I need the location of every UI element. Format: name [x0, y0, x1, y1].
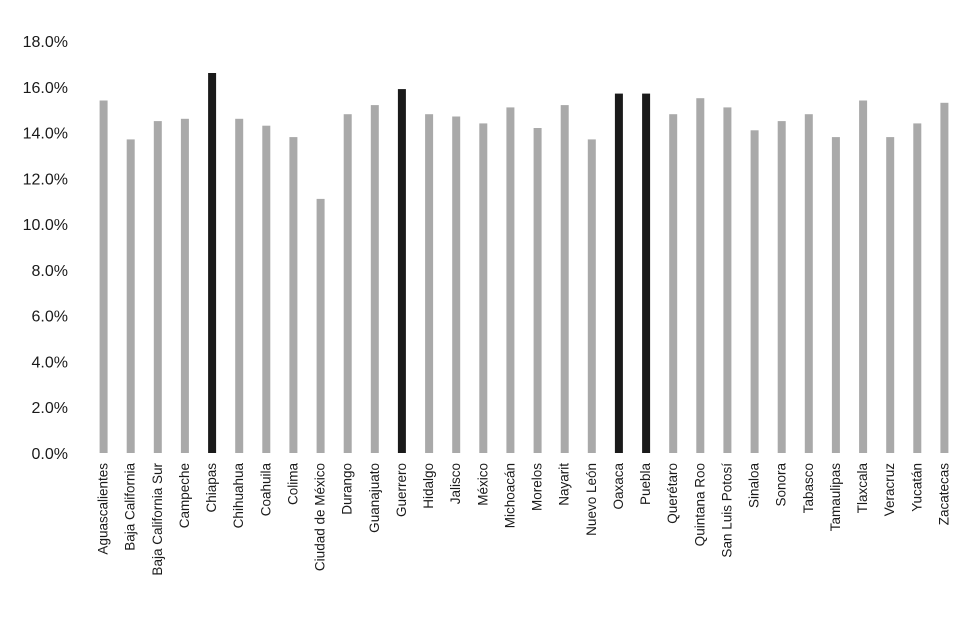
x-tick-label: Morelos [530, 463, 545, 511]
y-tick-label: 2.0% [32, 400, 68, 417]
x-tick-label: Chihuahua [231, 463, 246, 529]
bar-quintana-roo [696, 98, 705, 453]
bar-baja-california [126, 139, 135, 453]
x-tick-label: Yucatán [909, 463, 924, 512]
x-tick-label: Michoacán [502, 463, 517, 528]
x-tick-label: Tlaxcala [855, 463, 870, 514]
y-tick-label: 6.0% [32, 309, 68, 326]
bar-tlaxcala [859, 100, 868, 453]
x-tick-label: Sinaloa [747, 463, 762, 509]
x-tick-label: Guerrero [394, 463, 409, 517]
x-axis: Aguascalientes Baja California Baja Califo… [96, 463, 952, 576]
x-tick-label: Sonora [774, 463, 789, 507]
x-tick-label: Ciudad de México [313, 463, 328, 571]
x-tick-label: Durango [340, 463, 355, 515]
x-tick-label: Zacatecas [936, 463, 951, 526]
bar-tamaulipas [831, 137, 840, 453]
bar-zacatecas [940, 102, 949, 454]
x-tick-label: Nayarit [557, 463, 572, 506]
x-tick-label: Chiapas [204, 463, 219, 513]
bar-san-luis-potosí [723, 107, 732, 454]
x-tick-label: Tabasco [801, 463, 816, 513]
y-axis: 0.0% 2.0% 4.0% 6.0% 8.0% 10.0% 12.0% 14.0% 16.0%… [23, 34, 68, 463]
x-tick-label: Veracruz [882, 463, 897, 517]
y-tick-label: 0.0% [32, 446, 68, 463]
bar-oaxaca [614, 93, 623, 453]
bar-colima [289, 137, 298, 453]
x-tick-label: Colima [285, 463, 300, 506]
bar-morelos [533, 128, 542, 453]
bar-veracruz [886, 137, 895, 453]
bar-querétaro [669, 114, 678, 453]
y-tick-label: 14.0% [23, 126, 68, 143]
x-tick-label: Aguascalientes [96, 463, 111, 555]
bar-ciudad-de-méxico [316, 198, 325, 453]
x-tick-label: Querétaro [665, 463, 680, 524]
y-tick-label: 18.0% [23, 34, 68, 51]
bar-baja-california-sur [153, 121, 162, 453]
x-tick-label: Jalisco [448, 463, 463, 504]
x-tick-label: Baja California Sur [150, 463, 165, 576]
x-tick-label: Coahuila [258, 463, 273, 517]
y-tick-label: 8.0% [32, 263, 68, 280]
bar-nuevo-león [587, 139, 596, 453]
bar-hidalgo [425, 114, 434, 453]
bar-chihuahua [235, 118, 244, 454]
bar-sinaloa [750, 130, 759, 454]
bar-méxico [479, 123, 488, 454]
bar-tabasco [804, 114, 813, 453]
bar-sonora [777, 121, 786, 453]
y-tick-label: 12.0% [23, 171, 68, 188]
x-tick-label: México [475, 463, 490, 506]
x-tick-label: Campeche [177, 463, 192, 528]
bar-yucatán [913, 123, 922, 454]
bar-durango [343, 114, 352, 453]
x-tick-label: Guanajuato [367, 463, 382, 533]
bar-michoacán [506, 107, 515, 454]
x-tick-label: Nuevo León [584, 463, 599, 536]
bar-series [99, 73, 949, 454]
x-tick-label: San Luis Potosí [719, 463, 734, 558]
bar-guanajuato [370, 105, 379, 453]
x-tick-label: Hidalgo [421, 463, 436, 509]
bar-coahuila [262, 125, 271, 453]
y-tick-label: 16.0% [23, 80, 68, 97]
x-tick-label: Puebla [638, 463, 653, 506]
bar-jalisco [452, 116, 461, 453]
bar-puebla [642, 93, 651, 453]
bar-campeche [180, 118, 189, 454]
x-tick-label: Baja California [123, 463, 138, 551]
bar-aguascalientes [99, 100, 108, 453]
bar-guerrero [397, 89, 406, 453]
bar-nayarit [560, 105, 569, 453]
bar-chiapas [208, 73, 217, 453]
x-tick-label: Quintana Roo [692, 463, 707, 546]
x-tick-label: Tamaulipas [828, 463, 843, 532]
y-tick-label: 4.0% [32, 354, 68, 371]
x-tick-label: Oaxaca [611, 463, 626, 510]
y-tick-label: 10.0% [23, 217, 68, 234]
